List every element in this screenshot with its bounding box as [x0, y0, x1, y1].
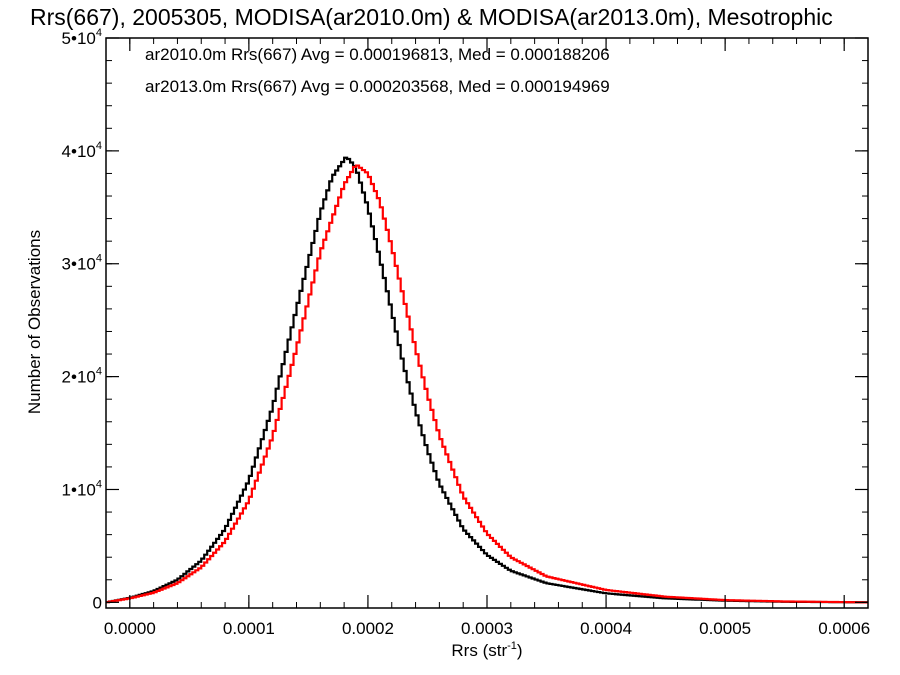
- y-axis: 0 1•104 2•104 3•104 4•104 5•104: [62, 27, 868, 612]
- plot-frame: [105, 37, 869, 609]
- x-axis-label: Rrs (str-1): [451, 640, 522, 660]
- x-tick-label: 0.0004: [580, 619, 632, 638]
- x-tick-label: 0.0002: [342, 619, 394, 638]
- y-tick-label: 0: [93, 593, 102, 612]
- series-line-ar2013: [106, 164, 868, 604]
- y-tick-label: 1•104: [62, 478, 102, 499]
- x-axis: 0.0000 0.0001 0.0002 0.0003 0.0004 0.0005 0.00…: [104, 38, 870, 638]
- y-tick-label: 3•104: [62, 253, 102, 274]
- chart-title: Rrs(667), 2005305, MODISA(ar2010.0m) & M…: [30, 4, 833, 30]
- series-layer: [106, 156, 868, 604]
- x-tick-label: 0.0005: [699, 619, 751, 638]
- annotation-ar2010: ar2010.0m Rrs(667) Avg = 0.000196813, Me…: [145, 45, 610, 64]
- x-tick-label: 0.0003: [461, 619, 513, 638]
- y-tick-label: 4•104: [62, 140, 102, 161]
- annotation-ar2013: ar2013.0m Rrs(667) Avg = 0.000203568, Me…: [145, 77, 610, 96]
- x-tick-label: 0.0001: [223, 619, 275, 638]
- x-axis-label-close: ): [517, 641, 523, 660]
- x-tick-label: 0.0006: [818, 619, 870, 638]
- y-tick-label: 2•104: [62, 366, 102, 387]
- y-axis-label: Number of Observations: [25, 230, 44, 414]
- x-axis-label-superscript: -1: [507, 640, 517, 652]
- y-tick-label: 5•104: [62, 27, 102, 48]
- x-axis-label-main: Rrs (str: [451, 641, 507, 660]
- x-tick-label: 0.0000: [104, 619, 156, 638]
